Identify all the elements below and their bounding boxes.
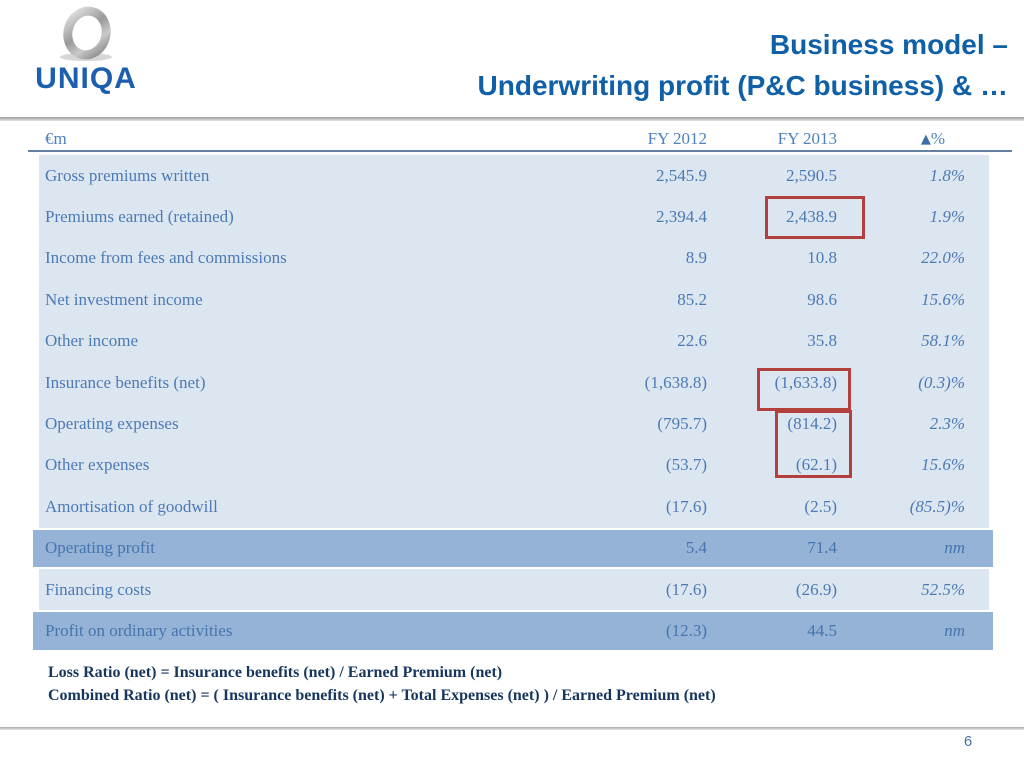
cell-fy2013: (26.9) (795, 579, 837, 599)
table-row: Income from fees and commissions 8.9 10.… (39, 237, 989, 280)
row-label: Profit on ordinary activities (45, 620, 233, 640)
cell-fy2013: 44.5 (807, 620, 837, 640)
cell-fy2013: 98.6 (807, 289, 837, 309)
table-header: €m FY 2012 FY 2013 ▲% (39, 123, 989, 149)
brand-wordmark: UNIQA (35, 62, 137, 95)
table-header-rule (28, 150, 1012, 152)
column-header-fy2012: FY 2012 (647, 129, 707, 148)
uniqa-logo: UNIQA (26, 6, 146, 94)
header-divider (0, 117, 1024, 121)
cell-fy2012: 22.6 (677, 331, 707, 351)
table-row: Operating profit 5.4 71.4 nm (33, 527, 993, 569)
page-number: 6 (963, 733, 973, 750)
row-label: Operating expenses (45, 414, 179, 434)
cell-fy2012: 5.4 (685, 538, 707, 558)
cell-fy2013: 10.8 (807, 248, 837, 268)
cell-delta: (0.3)% (918, 372, 965, 392)
table-row: Amortisation of goodwill (17.6) (2.5) (8… (39, 486, 989, 528)
table-row: Other income 22.6 35.8 58.1% (39, 320, 989, 362)
cell-fy2013: (62.1) (795, 455, 837, 475)
cell-delta: 15.6% (921, 455, 965, 475)
footnote-combined-ratio: Combined Ratio (net) = ( Insurance benef… (48, 687, 716, 704)
footnote-loss-ratio: Loss Ratio (net) = Insurance benefits (n… (48, 664, 503, 681)
cell-fy2012: 8.9 (685, 248, 707, 268)
cell-fy2012: (795.7) (657, 414, 707, 434)
highlight-box-expenses-fy2013 (775, 410, 852, 478)
footer-divider (0, 727, 1024, 730)
row-label: Insurance benefits (net) (45, 372, 206, 392)
cell-fy2013: 2,438.9 (786, 207, 837, 227)
cell-fy2013: 35.8 (807, 331, 837, 351)
cell-delta: 52.5% (921, 579, 965, 599)
table-row: Profit on ordinary activities (12.3) 44.… (33, 610, 993, 652)
table-row: Other expenses (53.7) (62.1) 15.6% (39, 444, 989, 487)
cell-fy2012: (1,638.8) (644, 372, 707, 392)
table-row: Financing costs (17.6) (26.9) 52.5% (39, 568, 989, 611)
highlight-box-insurance-benefits-fy2013 (757, 368, 851, 411)
table-row: Gross premiums written 2,545.9 2,590.5 1… (39, 155, 989, 197)
page-title-line2: Underwriting profit (P&C business) & … (477, 70, 1008, 101)
footnotes: Loss Ratio (net) = Insurance benefits (n… (48, 661, 716, 707)
cell-fy2013: (1,633.8) (774, 372, 837, 392)
table-row: Net investment income 85.2 98.6 15.6% (39, 279, 989, 321)
row-label: Operating profit (45, 538, 155, 558)
delta-percent-label: % (930, 129, 945, 148)
row-label: Premiums earned (retained) (45, 207, 234, 227)
cell-delta: nm (944, 538, 965, 558)
cell-delta: 1.8% (929, 165, 965, 185)
cell-fy2012: 2,545.9 (656, 165, 707, 185)
page-title-line1: Business model – (769, 29, 1008, 60)
cell-delta: nm (944, 620, 965, 640)
cell-delta: 58.1% (921, 331, 965, 351)
table-row: Premiums earned (retained) 2,394.4 2,438… (39, 196, 989, 238)
cell-fy2012: 2,394.4 (656, 207, 707, 227)
uniqa-ring-icon (60, 6, 112, 61)
cell-fy2012: 85.2 (677, 289, 707, 309)
cell-fy2012: (17.6) (665, 496, 707, 516)
cell-fy2013: (814.2) (787, 414, 837, 434)
cell-fy2013: 2,590.5 (786, 165, 837, 185)
cell-delta: 22.0% (921, 248, 965, 268)
cell-fy2013: 71.4 (807, 538, 837, 558)
row-label: Financing costs (45, 579, 152, 599)
column-header-fy2013: FY 2013 (777, 129, 837, 148)
row-label: Other expenses (45, 455, 150, 475)
row-label: Net investment income (45, 289, 203, 309)
row-label: Other income (45, 331, 138, 351)
cell-fy2012: (12.3) (665, 620, 707, 640)
cell-delta: 2.3% (929, 414, 965, 434)
cell-delta: 15.6% (921, 289, 965, 309)
column-header-delta: ▲% (837, 129, 965, 149)
page-title: Business model – Underwriting profit (P&… (478, 24, 1008, 106)
row-label: Amortisation of goodwill (45, 496, 218, 516)
cell-delta: (85.5)% (909, 496, 965, 516)
cell-fy2012: (17.6) (665, 579, 707, 599)
highlight-box-premiums-earned-fy2013 (765, 196, 865, 239)
cell-fy2013: (2.5) (804, 496, 837, 516)
row-label: Gross premiums written (45, 165, 210, 185)
row-label: Income from fees and commissions (45, 248, 287, 268)
cell-delta: 1.9% (929, 207, 965, 227)
triangle-up-icon: ▲ (920, 132, 931, 147)
cell-fy2012: (53.7) (665, 455, 707, 475)
table-body: Gross premiums written 2,545.9 2,590.5 1… (33, 155, 993, 652)
unit-header: €m (45, 129, 67, 148)
